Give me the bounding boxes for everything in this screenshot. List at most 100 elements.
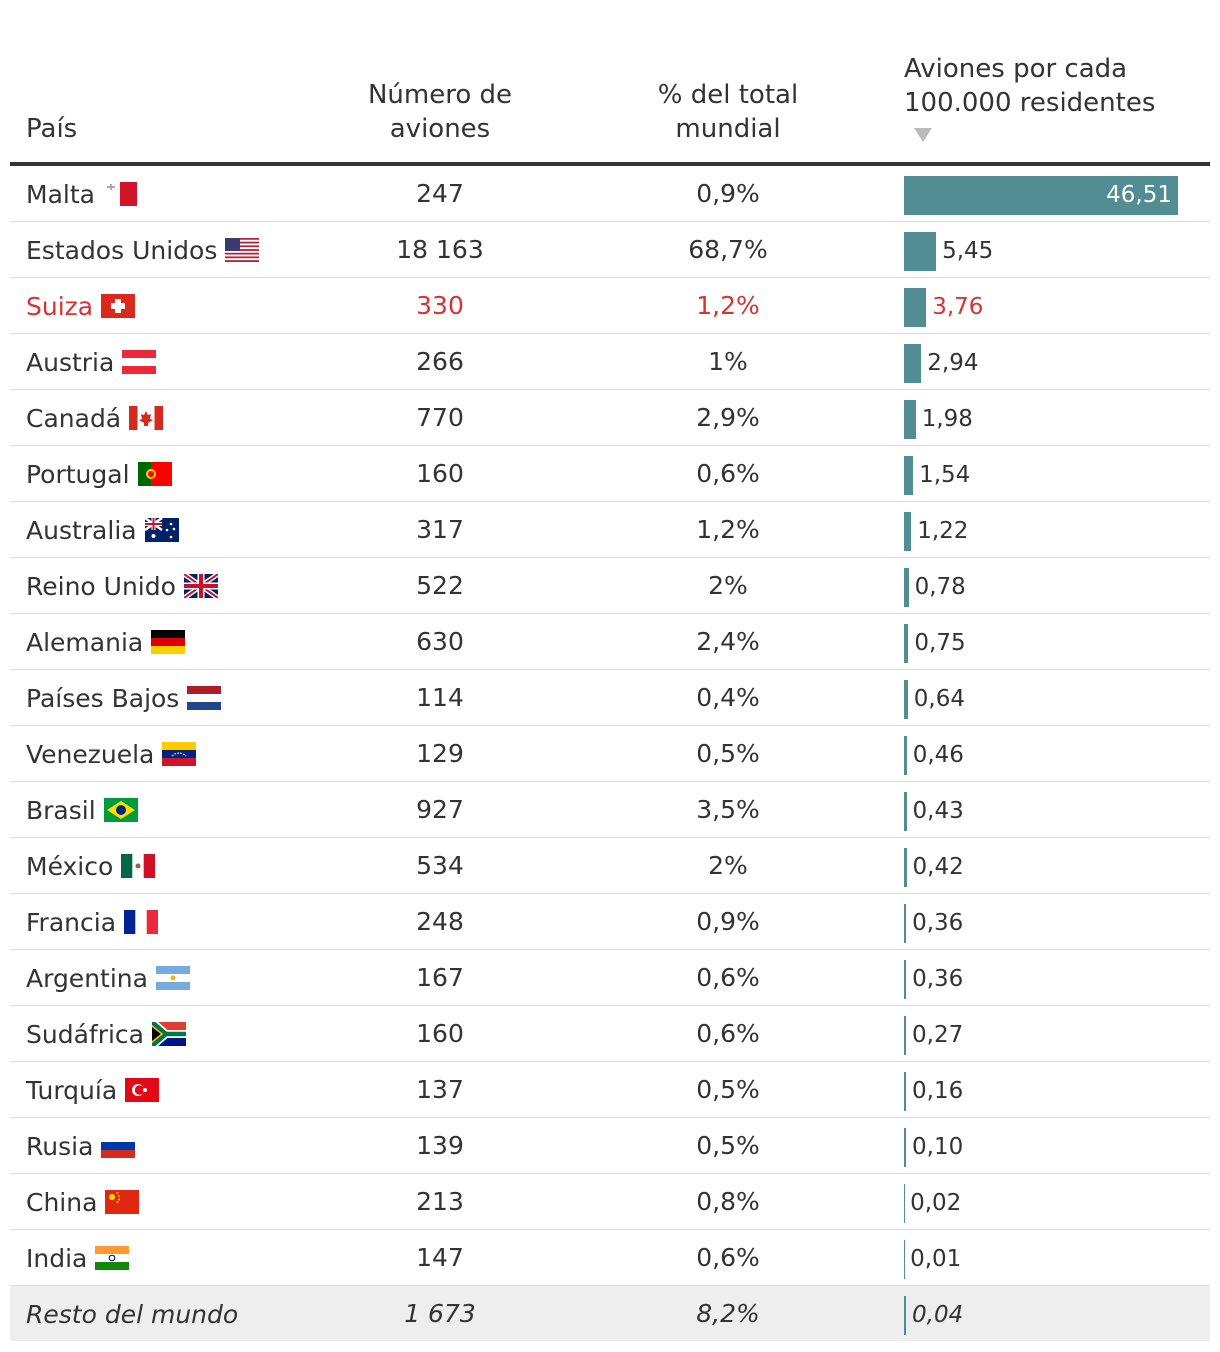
rate-bar — [904, 456, 914, 495]
malta-flag-icon — [102, 182, 137, 206]
num-aircraft-cell: 1 673 — [404, 1299, 476, 1328]
rate-value-label: 0,10 — [912, 1134, 964, 1160]
num-aircraft-cell: 927 — [416, 795, 464, 824]
num-aircraft-cell: 522 — [416, 571, 464, 600]
rate-value-label: 3,76 — [932, 294, 984, 320]
rate-cell: 1,54 — [904, 446, 1204, 502]
table-row: Malta 247 0,9% 46,51 — [10, 166, 1210, 222]
rate-value-label: 0,02 — [910, 1190, 962, 1216]
rate-cell: 1,22 — [904, 502, 1204, 558]
rate-cell: 0,36 — [904, 950, 1204, 1006]
rate-bar — [904, 1072, 906, 1111]
table-row: India 147 0,6% 0,01 — [10, 1230, 1210, 1286]
country-cell: Países Bajos — [26, 670, 222, 726]
pct-world-cell: 0,4% — [696, 683, 760, 712]
rate-cell: 0,43 — [904, 782, 1204, 838]
header-rate-label: Aviones por cada 100.000 residentes — [904, 54, 1156, 118]
table-row: Sudáfrica 160 0,6% 0,27 — [10, 1006, 1210, 1062]
rate-cell: 1,98 — [904, 390, 1204, 446]
num-aircraft-cell: 114 — [416, 683, 464, 712]
pct-world-cell: 2% — [708, 571, 748, 600]
rate-bar — [904, 680, 908, 719]
country-cell: Australia — [26, 502, 179, 558]
rate-value-label: 0,78 — [914, 574, 966, 600]
country-name: Venezuela — [26, 739, 155, 769]
rate-value-label: 0,01 — [910, 1246, 962, 1272]
country-cell: Suiza — [26, 278, 136, 334]
table-row: Argentina 167 0,6% 0,36 — [10, 950, 1210, 1006]
rate-bar — [904, 568, 909, 607]
pct-world-cell: 1% — [708, 347, 748, 376]
country-cell: Canadá — [26, 390, 164, 446]
rate-cell: 2,94 — [904, 334, 1204, 390]
pct-world-cell: 0,5% — [696, 739, 760, 768]
num-aircraft-cell: 160 — [416, 1019, 464, 1048]
uk-flag-icon — [182, 571, 220, 601]
table-row: Venezuela 129 0,5% 0,46 — [10, 726, 1210, 782]
venezuela-flag-icon — [162, 742, 197, 766]
country-name: Alemania — [26, 627, 144, 657]
rate-value-label: 0,42 — [912, 854, 964, 880]
country-name: México — [26, 851, 114, 881]
country-name: Resto del mundo — [26, 1299, 239, 1329]
india-flag-icon — [95, 1246, 130, 1270]
header-rate[interactable]: Aviones por cada 100.000 residentes — [904, 52, 1204, 142]
country-name: Malta — [26, 179, 95, 209]
rate-bar — [904, 1128, 906, 1167]
pct-world-cell: 0,6% — [696, 1019, 760, 1048]
pct-world-cell: 0,6% — [696, 1243, 760, 1272]
table-row: Suiza 330 1,2% 3,76 — [10, 278, 1210, 334]
num-aircraft-cell: 160 — [416, 459, 464, 488]
country-cell: Resto del mundo — [26, 1286, 238, 1342]
mexico-flag-icon — [121, 854, 156, 878]
table-row: Australia 317 1,2% 1,22 — [10, 502, 1210, 558]
rate-value-label: 1,54 — [919, 462, 971, 488]
country-cell: Francia — [26, 894, 159, 950]
rate-value-label: 0,43 — [912, 798, 964, 824]
rate-bar — [904, 848, 907, 887]
table-row: China 213 0,8% 0,02 — [10, 1174, 1210, 1230]
table-row: Rusia 139 0,5% 0,10 — [10, 1118, 1210, 1174]
rate-cell: 0,64 — [904, 670, 1204, 726]
num-aircraft-cell: 630 — [416, 627, 464, 656]
num-aircraft-cell: 248 — [416, 907, 464, 936]
header-num-aircraft[interactable]: Número de aviones — [367, 80, 513, 144]
rate-value-label: 0,75 — [914, 630, 966, 656]
pct-world-cell: 0,6% — [696, 459, 760, 488]
rate-cell: 0,42 — [904, 838, 1204, 894]
rate-cell: 3,76 — [904, 278, 1204, 334]
table-row: Estados Unidos 18 163 68,7% 5,45 — [10, 222, 1210, 278]
usa-flag-icon — [225, 238, 260, 262]
rate-cell: 0,04 — [904, 1286, 1204, 1342]
table-row: Francia 248 0,9% 0,36 — [10, 894, 1210, 950]
china-flag-icon — [105, 1190, 140, 1214]
rate-cell: 0,46 — [904, 726, 1204, 782]
rate-value-label: 0,27 — [912, 1022, 964, 1048]
country-cell: Venezuela — [26, 726, 197, 782]
num-aircraft-cell: 147 — [416, 1243, 464, 1272]
header-pct-world[interactable]: % del total mundial — [657, 80, 799, 144]
rate-cell: 0,75 — [904, 614, 1204, 670]
rate-bar — [904, 344, 922, 383]
rate-value-label: 1,22 — [917, 518, 969, 544]
country-name: Canadá — [26, 403, 122, 433]
table-row: Brasil 927 3,5% 0,43 — [10, 782, 1210, 838]
pct-world-cell: 0,5% — [696, 1075, 760, 1104]
table-header: País Número de aviones % del total mundi… — [10, 0, 1210, 166]
country-name: Reino Unido — [26, 571, 176, 601]
germany-flag-icon — [151, 630, 186, 654]
rate-value-label: 0,36 — [912, 966, 964, 992]
country-name: Portugal — [26, 459, 130, 489]
rate-bar — [904, 904, 907, 943]
table-row: Resto del mundo 1 673 8,2% 0,04 — [10, 1286, 1210, 1341]
num-aircraft-cell: 18 163 — [396, 235, 484, 264]
switzerland-flag-icon — [101, 294, 136, 318]
country-name: Rusia — [26, 1131, 94, 1161]
pct-world-cell: 8,2% — [696, 1299, 760, 1328]
rate-value-label: 0,16 — [912, 1078, 964, 1104]
table-row: Turquía 137 0,5% 0,16 — [10, 1062, 1210, 1118]
rate-bar — [904, 1016, 906, 1055]
country-name: Suiza — [26, 291, 94, 321]
header-country[interactable]: País — [26, 114, 78, 144]
country-cell: Estados Unidos — [26, 222, 260, 278]
